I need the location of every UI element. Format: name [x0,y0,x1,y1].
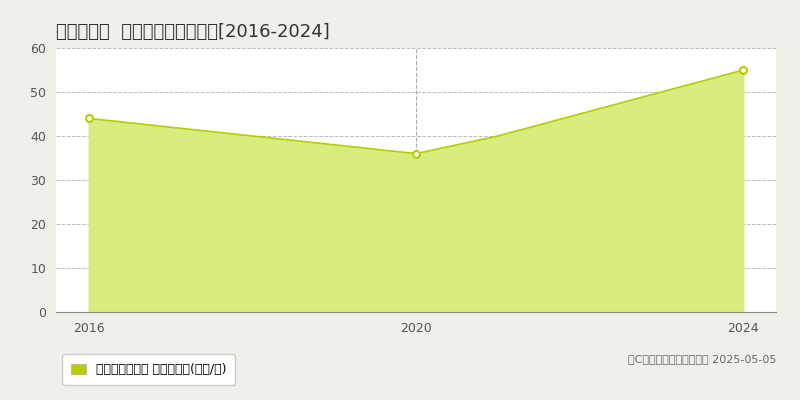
Text: （C）土地価格ドットコム 2025-05-05: （C）土地価格ドットコム 2025-05-05 [628,354,776,364]
Legend: マンション価格 平均坪単価(万円/坪): マンション価格 平均坪単価(万円/坪) [62,354,235,385]
Text: 高知市堺町  マンション価格推移[2016-2024]: 高知市堺町 マンション価格推移[2016-2024] [56,23,330,41]
